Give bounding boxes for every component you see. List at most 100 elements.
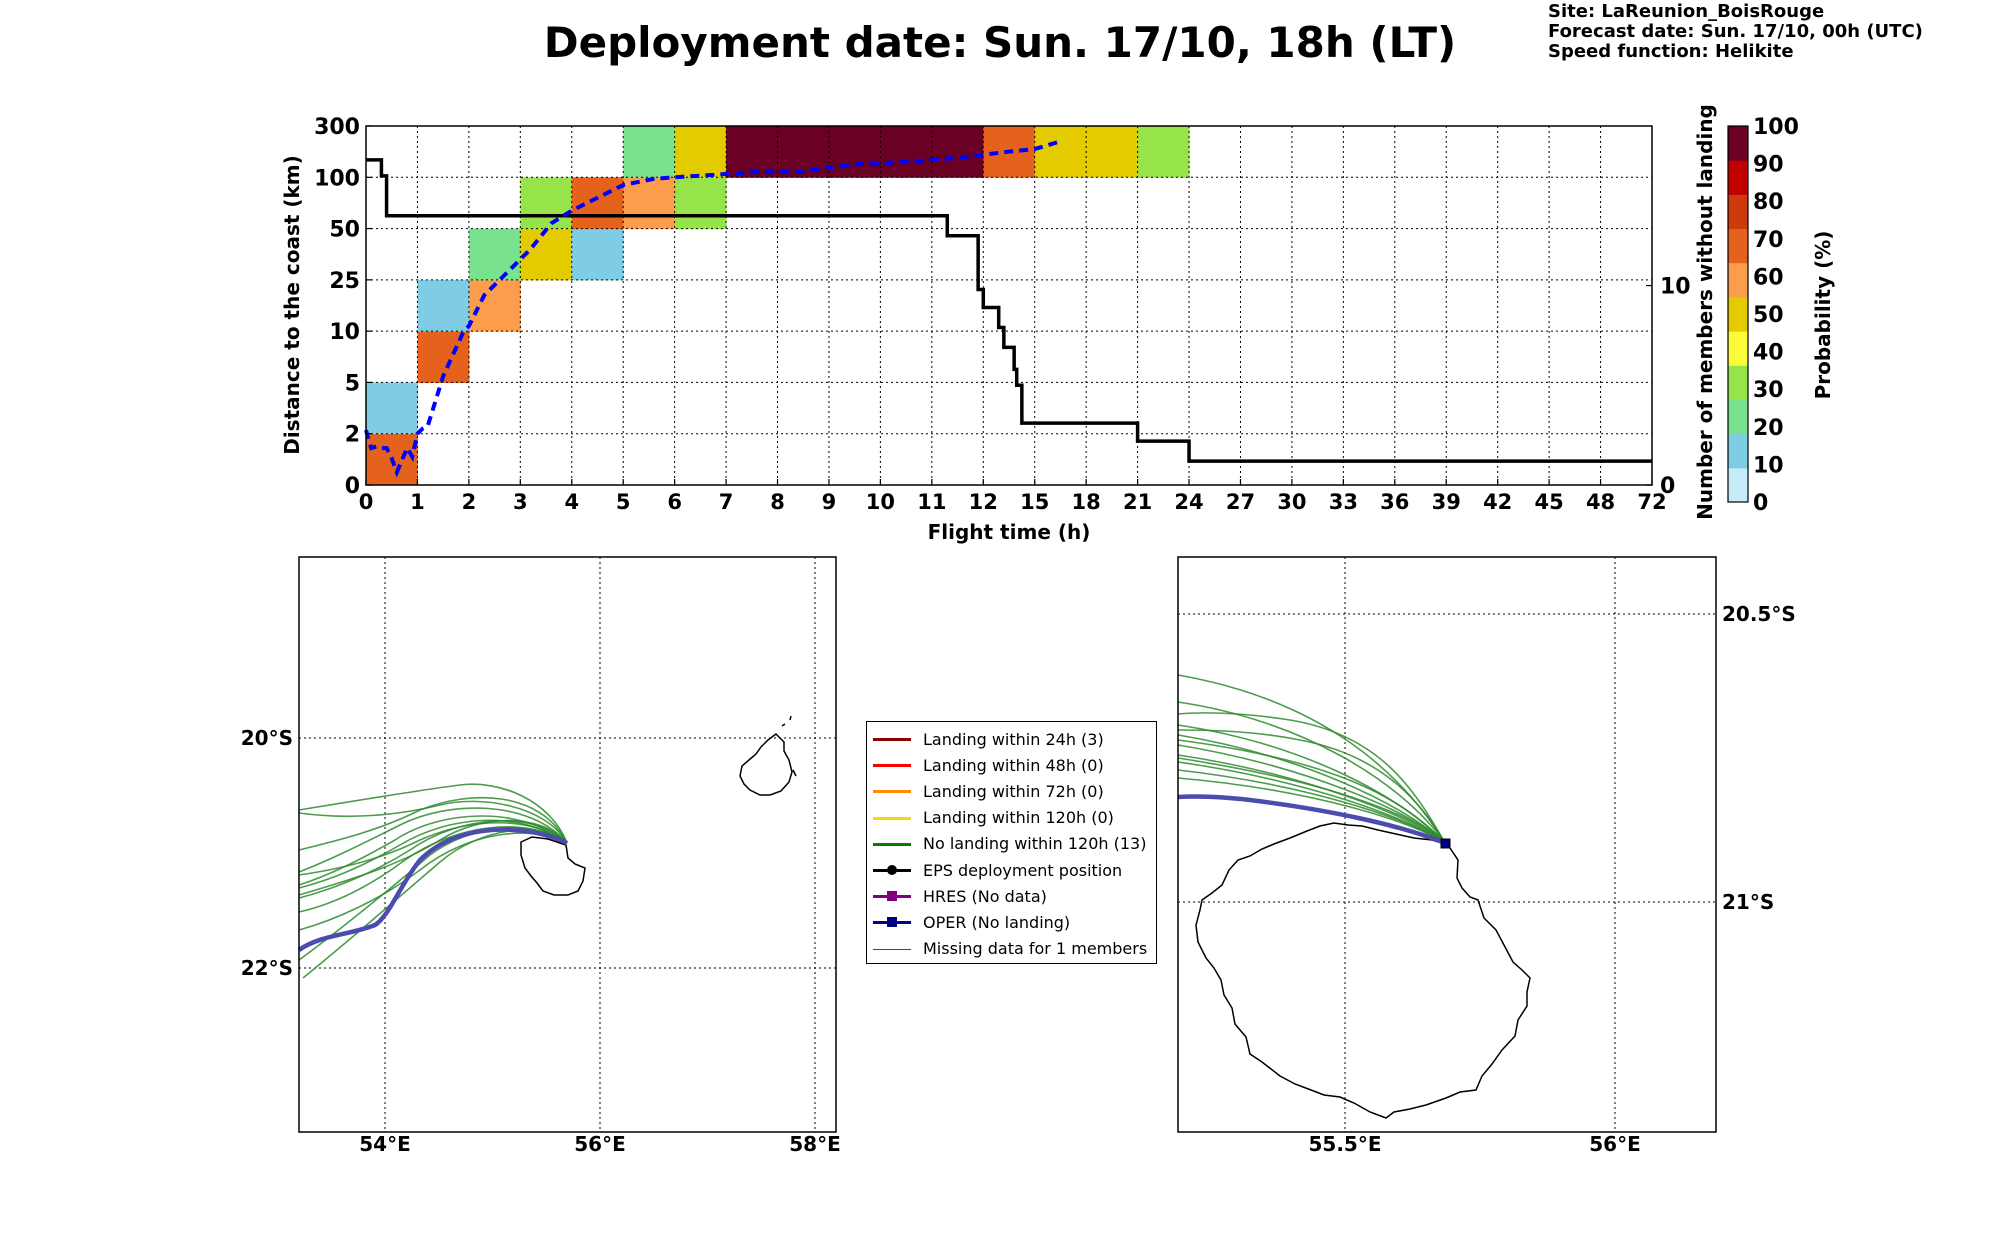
ensemble-trajectory <box>1177 712 1446 844</box>
heatmap-cell <box>880 126 933 178</box>
heatmap-cell <box>571 228 624 281</box>
x-tick-label: 45 <box>1535 490 1564 514</box>
x-tick-label: 11 <box>917 490 946 514</box>
heatmap-cell <box>571 177 624 230</box>
x-tick-label: 15 <box>1020 490 1049 514</box>
legend-label: HRES (No data) <box>923 886 1047 906</box>
colorbar-segment <box>1728 228 1748 264</box>
x-tick-label: 33 <box>1329 490 1358 514</box>
members-without-landing-line <box>366 158 1652 463</box>
right-map-lon-tick: 55.5°E <box>1308 1132 1381 1156</box>
right-map-gridlines <box>1178 557 1716 1132</box>
legend-item: HRES (No data) <box>873 883 1150 909</box>
heatmap-cell <box>623 177 676 230</box>
heatmap-frame <box>365 125 1653 486</box>
right-map-lat-tick: 21°S <box>1722 890 1774 914</box>
x-tick-label: 7 <box>719 490 734 514</box>
heatmap-cell <box>468 228 521 281</box>
heatmap-cell <box>520 177 573 230</box>
legend-item: Landing within 120h (0) <box>873 805 1150 831</box>
mauritius-coastline <box>739 733 793 796</box>
legend-item: No landing within 120h (13) <box>873 831 1150 857</box>
x-tick-label: 8 <box>770 490 785 514</box>
colorbar-tick-label: 40 <box>1753 341 1784 366</box>
y-tick-label: 25 <box>329 269 360 294</box>
colorbar-segment <box>1728 467 1748 503</box>
x-tick-label: 4 <box>564 490 579 514</box>
heatmap-ticks: 0 1 2 3 4 5 6 7 8 9 10 11 12 15 18 21 24 27 30 33 36 39 42 45 48… <box>314 115 1691 514</box>
colorbar-tick-label: 90 <box>1753 153 1784 178</box>
ensemble-trajectory <box>298 820 568 899</box>
legend-swatch <box>873 812 911 824</box>
y-right-tick-label: 0 <box>1660 474 1675 499</box>
x-tick-label: 18 <box>1072 490 1101 514</box>
x-tick-label: 12 <box>969 490 998 514</box>
x-tick-label: 36 <box>1380 490 1409 514</box>
oper-deployment-marker <box>1440 838 1451 849</box>
legend-swatch <box>873 943 911 955</box>
colorbar-segment <box>1728 399 1748 435</box>
left-map-lat-tick: 20°S <box>241 726 293 750</box>
legend-item: Landing within 24h (3) <box>873 726 1150 752</box>
legend-label: Landing within 24h (3) <box>923 729 1104 749</box>
left-map-lon-tick: 58°E <box>789 1132 841 1156</box>
left-map-lon-tick: 54°E <box>359 1132 411 1156</box>
legend: Landing within 24h (3) Landing within 48h… <box>866 721 1157 964</box>
colorbar-tick-label: 50 <box>1753 303 1784 328</box>
y-right-axis-label: Number of members without landing <box>1693 104 1717 520</box>
heatmap-cell <box>417 279 470 332</box>
ensemble-trajectory <box>298 783 568 844</box>
legend-item: Landing within 48h (0) <box>873 752 1150 778</box>
legend-swatch <box>873 759 911 771</box>
legend-label: Landing within 120h (0) <box>923 808 1114 828</box>
x-tick-label: 6 <box>667 490 682 514</box>
y-tick-label: 50 <box>329 218 360 243</box>
heatmap-lines <box>364 139 1652 478</box>
y-right-tick-label: 10 <box>1660 275 1691 300</box>
heatmap-cell <box>366 382 418 435</box>
legend-swatch <box>873 864 911 876</box>
colorbar-tick-label: 60 <box>1753 265 1784 290</box>
x-tick-label: 48 <box>1586 490 1615 514</box>
colorbar-segment <box>1728 126 1748 161</box>
x-tick-label: 24 <box>1174 490 1203 514</box>
y-tick-label: 5 <box>345 371 360 396</box>
x-axis-label: Flight time (h) <box>928 520 1091 544</box>
ensemble-trajectory <box>1177 739 1446 844</box>
figure-title: Deployment date: Sun. 17/10, 18h (LT) <box>543 18 1457 67</box>
colorbar-segment <box>1728 262 1748 298</box>
heatmap-cell <box>931 126 984 178</box>
left-map-gridlines <box>299 557 836 1132</box>
right-map-lat-tick: 20.5°S <box>1722 602 1796 626</box>
x-tick-label: 3 <box>513 490 528 514</box>
ensemble-trajectory <box>298 807 568 873</box>
left-map: 54°E 56°E 58°E 20°S 22°S <box>241 556 841 1156</box>
legend-item: Landing within 72h (0) <box>873 778 1150 804</box>
heatmap-cell <box>828 126 881 178</box>
mauritius-islets <box>781 715 797 777</box>
legend-item: Missing data for 1 members <box>873 936 1150 962</box>
legend-label: OPER (No landing) <box>923 912 1071 932</box>
colorbar-tick-label: 20 <box>1753 416 1784 441</box>
ensemble-trajectory <box>1177 777 1446 844</box>
x-tick-label: 72 <box>1637 490 1666 514</box>
reunion-coastline-zoom <box>1195 822 1531 1119</box>
legend-swatch <box>873 838 911 850</box>
y-tick-label: 2 <box>345 423 360 448</box>
colorbar-tick-label: 0 <box>1753 491 1768 516</box>
x-tick-label: 10 <box>866 490 895 514</box>
heatmap-cell <box>520 228 573 281</box>
colorbar-tick-label: 70 <box>1753 228 1784 253</box>
y-tick-label: 10 <box>329 320 360 345</box>
x-tick-label: 0 <box>359 490 374 514</box>
colorbar-tick-label: 100 <box>1753 115 1799 140</box>
colorbar-segment <box>1728 194 1748 230</box>
left-map-coastlines <box>520 715 797 896</box>
forecast-date: Forecast date: Sun. 17/10, 00h (UTC) <box>1548 21 1923 42</box>
legend-swatch <box>873 733 911 745</box>
ensemble-trajectory <box>298 819 568 896</box>
colorbar-tick-label: 10 <box>1753 453 1784 478</box>
colorbar-segment <box>1728 365 1748 400</box>
x-tick-label: 21 <box>1123 490 1152 514</box>
legend-label: No landing within 120h (13) <box>923 834 1147 854</box>
